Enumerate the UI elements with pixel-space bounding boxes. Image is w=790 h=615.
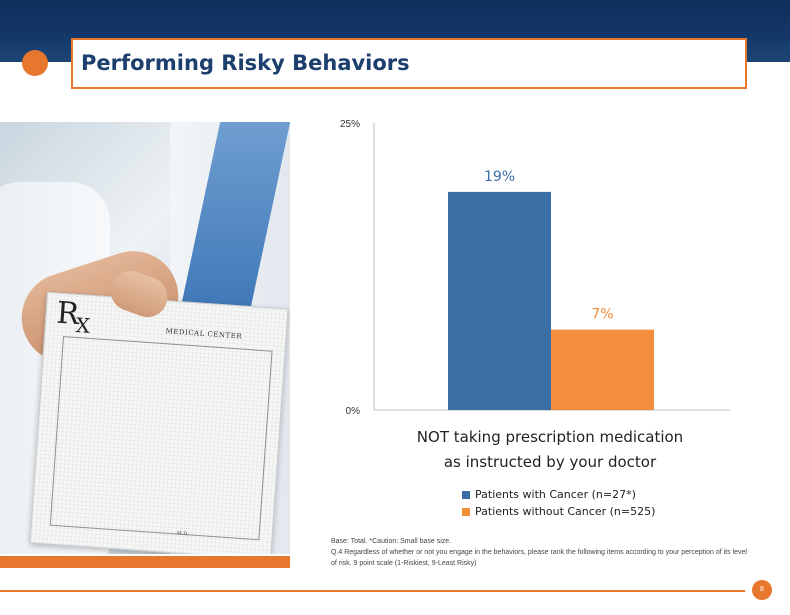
data-label-cancer: 19% [484,169,515,185]
legend-label-cancer: Patients with Cancer (n=27*) [475,488,636,501]
footnote-base: Base: Total. *Caution: Small base size. [331,538,452,545]
md-label: M.D. [176,530,189,538]
rx-letter-x: X [75,312,91,338]
legend-item-cancer: Patients with Cancer (n=27*) [462,486,655,503]
bar-cancer [448,191,551,410]
doctor-prescription-photo: R X MEDICAL CENTER M.D. [0,122,290,554]
page-number-badge: 8 [752,580,772,600]
title-box: Performing Risky Behaviors [71,38,747,89]
bar-no-cancer [551,329,654,410]
footnote-question: Q.4 Regardless of whether or not you eng… [331,549,747,567]
title-bullet-icon [22,50,48,76]
footer-line [0,590,745,592]
medical-center-label: MEDICAL CENTER [165,327,243,341]
chart-legend: Patients with Cancer (n=27*) Patients wi… [462,486,655,520]
data-label-no-cancer: 7% [591,307,613,323]
y-tick-min: 0% [346,406,361,417]
legend-swatch-cancer [462,490,470,499]
bar-chart: 25% 0% 19% 7% NOT taking prescription med… [340,119,730,471]
footnote: Base: Total. *Caution: Small base size. … [331,536,751,569]
slide-title: Performing Risky Behaviors [81,51,410,75]
legend-item-no-cancer: Patients without Cancer (n=525) [462,503,655,520]
y-tick-max: 25% [340,119,360,130]
bars-group: 19% 7% [448,169,654,410]
x-category-line-2: as instructed by your doctor [444,453,657,471]
x-category-line-1: NOT taking prescription medication [417,428,683,446]
prescription-pad: R X MEDICAL CENTER M.D. [29,291,289,554]
photo-accent-bar [0,556,290,568]
legend-swatch-no-cancer [462,507,470,516]
prescription-box [49,336,273,541]
legend-label-no-cancer: Patients without Cancer (n=525) [475,505,656,518]
